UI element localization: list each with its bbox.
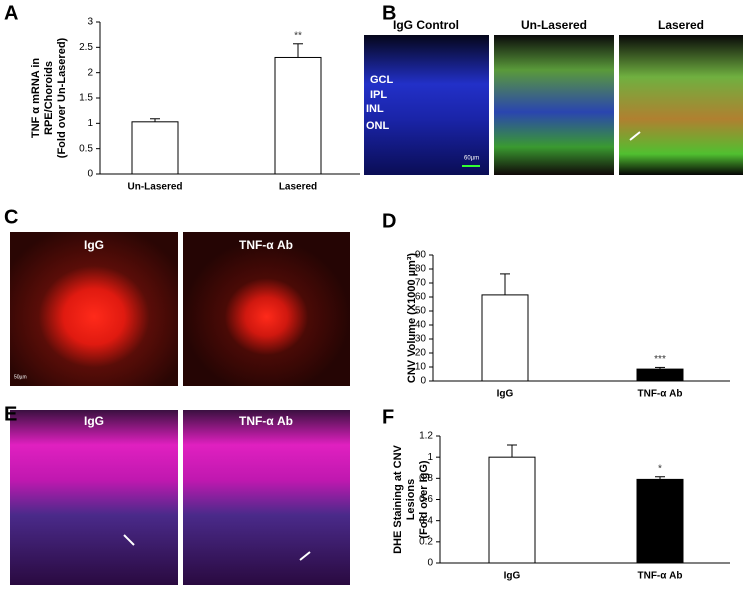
- x-tick-label: TNF-α Ab: [637, 389, 682, 400]
- y-tick-label: 70: [415, 278, 427, 289]
- y-tick-label: 1: [87, 118, 93, 129]
- image-title: TNF-α Ab: [239, 238, 293, 252]
- significance-label: **: [294, 30, 302, 41]
- y-axis-label: DHE Staining at CNV: [392, 444, 404, 553]
- y-tick-label: 80: [415, 264, 427, 275]
- x-tick-label: Un-Lasered: [127, 182, 182, 193]
- micrograph: [494, 35, 614, 175]
- layer-label: INL: [366, 103, 384, 115]
- y-tick-label: 10: [415, 362, 427, 373]
- y-tick-label: 1.5: [79, 93, 93, 104]
- x-tick-label: IgG: [497, 389, 514, 400]
- scale-label: 60µm: [464, 156, 479, 162]
- y-axis-label: TNF α mRNA in: [30, 58, 42, 139]
- y-tick-label: 0.6: [419, 494, 433, 505]
- panel-letter: E: [4, 403, 17, 425]
- y-tick-label: 1.2: [419, 431, 433, 442]
- x-tick-label: Lasered: [279, 182, 317, 193]
- image-title: IgG: [84, 238, 104, 252]
- scale-label: 50µm: [14, 374, 27, 380]
- y-axis-label: (Fold over Un-Lasered): [56, 37, 68, 158]
- panel-letter: B: [382, 2, 396, 24]
- micrograph: [183, 410, 350, 585]
- image-title: Lasered: [658, 18, 704, 32]
- arrow: [629, 131, 641, 141]
- bar: [274, 56, 322, 175]
- panel-letter: C: [4, 206, 18, 228]
- y-axis-label: (Fold over IgG): [418, 460, 430, 539]
- y-tick-label: 60: [415, 292, 427, 303]
- y-tick-label: 50: [415, 306, 427, 317]
- y-tick-label: 30: [415, 334, 427, 345]
- micrograph: [619, 35, 743, 175]
- y-tick-label: 0.8: [419, 473, 433, 484]
- y-tick-label: 2: [87, 67, 93, 78]
- y-tick-label: 0: [420, 376, 426, 387]
- y-tick-label: 0.4: [419, 515, 433, 526]
- arrow: [123, 534, 135, 546]
- image-title: IgG Control: [393, 18, 459, 32]
- y-axis-label: RPE/Choroids: [43, 61, 55, 135]
- arrow: [299, 551, 311, 561]
- bar: [488, 456, 536, 564]
- micrograph: [364, 35, 489, 175]
- bar: [636, 368, 684, 382]
- y-tick-label: 20: [415, 348, 427, 359]
- micrograph: [10, 410, 178, 585]
- y-axis-label: CNV Volume (X1000 µm³): [406, 253, 418, 384]
- y-tick-label: 0.5: [79, 143, 93, 154]
- y-tick-label: 0: [87, 169, 93, 180]
- panel-letter: D: [382, 210, 396, 232]
- y-tick-label: 40: [415, 320, 427, 331]
- image-title: IgG: [84, 414, 104, 428]
- bar: [481, 294, 529, 382]
- x-tick-label: IgG: [504, 571, 521, 582]
- panel-letter: A: [4, 2, 18, 24]
- y-tick-label: 90: [415, 250, 427, 261]
- micrograph: [183, 232, 350, 386]
- y-tick-label: 2.5: [79, 42, 93, 53]
- panel-letter: F: [382, 406, 394, 428]
- y-tick-label: 3: [87, 17, 93, 28]
- image-title: Un-Lasered: [521, 18, 587, 32]
- image-title: TNF-α Ab: [239, 414, 293, 428]
- layer-label: GCL: [370, 74, 394, 86]
- y-tick-label: 0: [427, 558, 433, 569]
- y-tick-label: 0.2: [419, 536, 433, 547]
- y-tick-label: 1: [427, 452, 433, 463]
- layer-label: IPL: [370, 89, 387, 101]
- bar: [131, 121, 179, 175]
- x-tick-label: TNF-α Ab: [637, 571, 682, 582]
- significance-label: *: [658, 463, 662, 474]
- bar: [636, 478, 684, 564]
- y-axis-label: Lesions: [405, 479, 417, 521]
- layer-label: ONL: [366, 120, 390, 132]
- significance-label: ***: [654, 354, 666, 365]
- micrograph: [10, 232, 178, 386]
